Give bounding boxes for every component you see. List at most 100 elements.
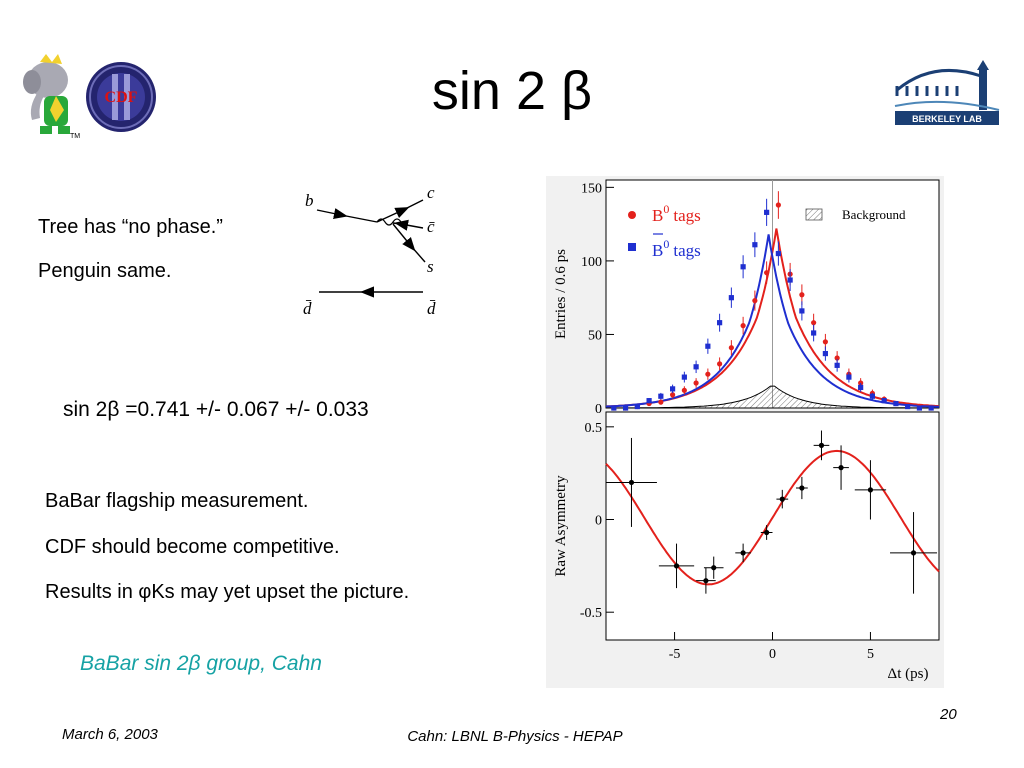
b0bar-point bbox=[681, 374, 687, 380]
b0-point bbox=[764, 270, 770, 276]
asymmetry-point bbox=[740, 550, 746, 556]
page-number: 20 bbox=[940, 706, 957, 723]
legend-b0-marker bbox=[628, 211, 636, 219]
footer-date: March 6, 2003 bbox=[62, 726, 158, 743]
b0bar-point bbox=[705, 343, 711, 349]
asymmetry-point bbox=[818, 442, 825, 448]
b0bar-point bbox=[764, 209, 770, 215]
asymmetry-points bbox=[605, 430, 940, 594]
bullet-2: CDF should become competitive. bbox=[45, 536, 340, 558]
asymmetry-point bbox=[628, 479, 635, 486]
bullet-1: BaBar flagship measurement. bbox=[45, 490, 309, 512]
bullet-3: Results in φKs may yet upset the picture… bbox=[45, 581, 410, 603]
background-shape bbox=[605, 385, 940, 409]
asymmetry-point bbox=[673, 563, 680, 569]
b0bar-point bbox=[752, 242, 758, 248]
b0bar-point bbox=[916, 405, 923, 411]
asymmetry-point bbox=[910, 550, 917, 556]
asymmetry-point bbox=[764, 529, 770, 536]
asymmetry-point bbox=[838, 465, 844, 471]
data-points bbox=[611, 191, 934, 411]
b0bar-point bbox=[799, 308, 805, 314]
quark-c: c bbox=[427, 183, 435, 202]
top-y-tick-label: 0 bbox=[595, 402, 602, 417]
legend-b0bar-marker bbox=[628, 243, 636, 251]
b0-point bbox=[822, 339, 828, 345]
b0-point bbox=[705, 371, 711, 377]
b0bar-point bbox=[693, 364, 699, 370]
text-line-1: Tree has “no phase.” bbox=[38, 216, 223, 238]
x-tick-label: 5 bbox=[867, 647, 874, 662]
b0-point bbox=[858, 380, 864, 386]
b0bar-point bbox=[658, 393, 664, 399]
b0-point bbox=[834, 355, 840, 361]
top-y-ticks: 0 50 100 150 bbox=[581, 180, 773, 417]
b0-point bbox=[670, 392, 676, 398]
legend-background-swatch bbox=[805, 208, 823, 221]
x-tick-label: 0 bbox=[769, 647, 776, 662]
quark-dbar-left: d̄ bbox=[303, 299, 312, 318]
b0bar-point bbox=[728, 295, 734, 301]
asymmetry-point bbox=[703, 578, 709, 584]
b0bar-point bbox=[670, 386, 676, 392]
berkeley-lab-text: BERKELEY LAB bbox=[912, 114, 982, 124]
b0-point bbox=[775, 202, 781, 208]
x-tick-label: -5 bbox=[669, 647, 681, 662]
b0bar-point bbox=[881, 398, 887, 404]
top-y-tick-label: 100 bbox=[581, 255, 602, 270]
b0bar-point bbox=[775, 250, 781, 257]
result-line: sin 2β =0.741 +/- 0.067 +/- 0.033 bbox=[63, 398, 369, 421]
babar-logo: TM bbox=[23, 54, 80, 140]
b0-point bbox=[717, 361, 723, 367]
background-curve bbox=[605, 385, 940, 409]
b0bar-point bbox=[740, 264, 746, 270]
b0bar-point bbox=[787, 277, 793, 283]
asymmetry-point bbox=[799, 485, 805, 491]
b0bar-point bbox=[717, 320, 723, 326]
legend-b0bar: B0 tags bbox=[652, 237, 701, 260]
b0bar-point bbox=[905, 403, 911, 410]
b0-point bbox=[811, 320, 817, 326]
quark-b: b bbox=[305, 191, 314, 210]
b0-point bbox=[799, 292, 805, 298]
b0bar-point bbox=[622, 405, 629, 411]
credit-line: BaBar sin 2β group, Cahn bbox=[80, 652, 322, 675]
b0bar-point bbox=[928, 405, 934, 411]
b0bar-point bbox=[634, 403, 640, 410]
top-y-tick-label: 150 bbox=[581, 181, 602, 196]
bottom-y-tick-label: -0.5 bbox=[580, 606, 602, 621]
b0bar-point bbox=[611, 405, 617, 411]
legend-background: Background bbox=[842, 207, 906, 222]
cdf-text: CDF bbox=[105, 89, 138, 106]
b0bar-point bbox=[834, 362, 840, 368]
b0-point bbox=[752, 298, 758, 304]
b0bar-point bbox=[811, 330, 817, 336]
trademark-label: TM bbox=[70, 133, 80, 140]
bottom-y-tick-label: 0.5 bbox=[585, 421, 603, 436]
b0-point bbox=[693, 380, 699, 386]
quark-s: s bbox=[427, 257, 434, 276]
b0bar-point bbox=[846, 374, 852, 380]
slide-title: sin 2 β bbox=[431, 61, 593, 121]
bottom-axis-ticks: -0.5 0 0.5 -5 0 5 bbox=[580, 421, 874, 662]
b0-point bbox=[728, 345, 734, 351]
b0bar-point bbox=[822, 350, 828, 357]
asymmetry-point bbox=[867, 487, 874, 493]
b0-point bbox=[681, 387, 687, 393]
footer-center: Cahn: LBNL B-Physics - HEPAP bbox=[407, 728, 623, 745]
text-line-2: Penguin same. bbox=[38, 260, 172, 282]
b0-point bbox=[740, 323, 746, 329]
asymmetry-point bbox=[711, 565, 717, 571]
b0bar-point bbox=[646, 398, 652, 404]
berkeley-lab-logo: BERKELEY LAB bbox=[894, 60, 1000, 125]
asymmetry-point bbox=[779, 496, 785, 502]
b0bar-point bbox=[858, 384, 864, 391]
feynman-diagram: b c c̄ s d̄ d̄ bbox=[303, 183, 436, 318]
top-y-tick-label: 50 bbox=[588, 328, 602, 343]
legend-b0: B0 tags bbox=[652, 202, 701, 225]
bottom-y-tick-label: 0 bbox=[595, 514, 602, 529]
quark-cbar: c̄ bbox=[427, 217, 436, 236]
b0bar-point bbox=[893, 400, 899, 407]
b0-point bbox=[658, 399, 664, 405]
